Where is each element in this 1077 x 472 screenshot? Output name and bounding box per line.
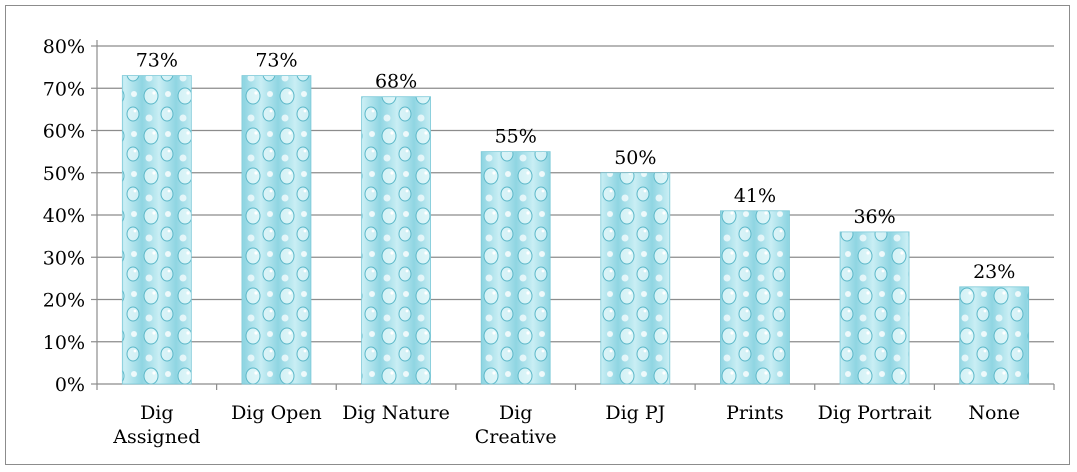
bar: [720, 210, 790, 385]
data-label: 68%: [375, 71, 417, 93]
y-tick-label: 40%: [43, 205, 85, 227]
data-label: 41%: [734, 185, 776, 207]
labels: 0%10%20%30%40%50%60%70%80%73%DigAssigned…: [43, 36, 1020, 448]
bar: [121, 75, 192, 385]
y-tick-label: 30%: [43, 247, 85, 269]
gridlines: [97, 45, 1054, 343]
data-label: 36%: [853, 206, 895, 228]
category-label: Dig Portrait: [818, 402, 932, 424]
category-label: Dig: [140, 402, 173, 424]
y-tick-label: 70%: [43, 78, 85, 100]
y-tick-label: 80%: [43, 36, 85, 58]
data-label: 73%: [136, 50, 178, 72]
data-label: 55%: [495, 126, 537, 148]
bar: [839, 231, 910, 385]
data-label: 73%: [255, 50, 297, 72]
category-label: Dig PJ: [605, 402, 665, 424]
y-tick-label: 0%: [55, 374, 85, 396]
bars: [121, 75, 1030, 385]
bar: [361, 96, 431, 385]
category-label: Dig Nature: [342, 402, 450, 424]
y-tick-label: 60%: [43, 121, 85, 143]
category-label: Prints: [726, 402, 784, 424]
category-label: Creative: [475, 426, 557, 448]
data-label: 23%: [973, 261, 1015, 283]
y-tick-label: 10%: [43, 332, 85, 354]
bar-chart: 0%10%20%30%40%50%60%70%80%73%DigAssigned…: [43, 36, 1055, 448]
category-label: Assigned: [112, 426, 200, 448]
bar: [480, 151, 551, 385]
category-label: None: [968, 402, 1020, 424]
y-tick-label: 50%: [43, 163, 85, 185]
y-tick-label: 20%: [43, 290, 85, 312]
bar: [600, 172, 671, 385]
category-label: Dig Open: [231, 402, 322, 424]
data-label: 50%: [614, 147, 656, 169]
chart-frame: 0% 10% 20% 30% 40% 50% 60% 70% 80% 73% Dig Assigned…: [5, 5, 1070, 465]
bar: [959, 286, 1030, 385]
category-label: Dig: [499, 402, 532, 424]
bar: [241, 75, 312, 385]
